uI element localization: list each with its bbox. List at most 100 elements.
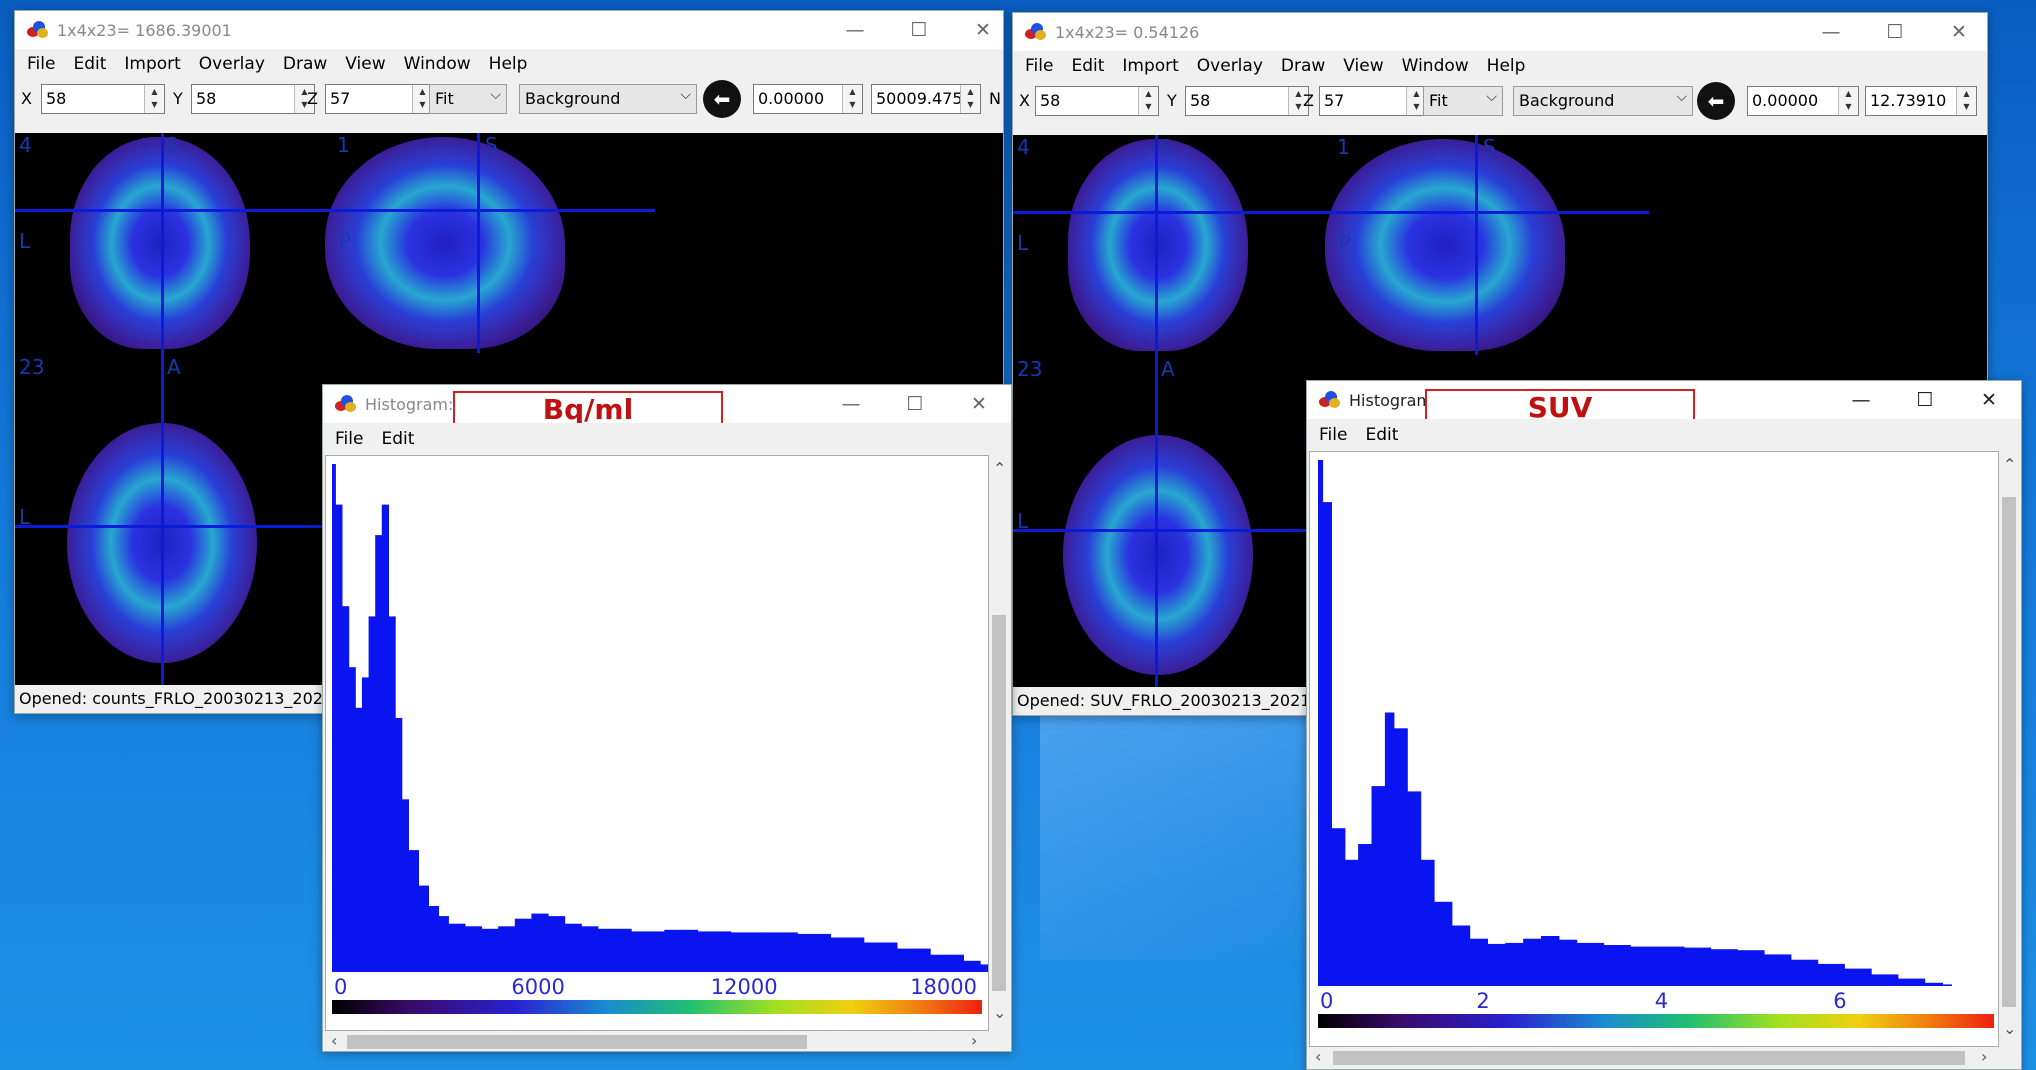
histogram-bar xyxy=(1407,791,1422,986)
menu-view[interactable]: View xyxy=(1343,56,1384,76)
maximize-icon[interactable]: ☐ xyxy=(910,19,928,41)
menu-file[interactable]: File xyxy=(1319,425,1348,445)
zoom-select[interactable]: Fit ⌵ xyxy=(1423,86,1503,116)
max-intensity-input[interactable]: 12.73910 ▲ ▼ xyxy=(1865,86,1977,116)
title-bar[interactable]: 1x4x23= 1686.39001 — ☐ ✕ xyxy=(15,11,1003,49)
app-logo-icon xyxy=(27,21,49,39)
vertical-scrollbar[interactable]: ⌃ ⌄ xyxy=(1999,451,2019,1047)
window-title: 1x4x23= 0.54126 xyxy=(1055,22,1200,42)
histogram-bar xyxy=(1322,502,1332,986)
histogram-bar xyxy=(1576,942,1605,986)
scroll-thumb[interactable] xyxy=(347,1035,807,1049)
histogram-bar xyxy=(1541,936,1560,986)
sagittal-slice xyxy=(1325,139,1565,351)
menu-edit[interactable]: Edit xyxy=(73,54,107,74)
histogram-svg: 0 6000 12000 18000 xyxy=(332,464,988,1014)
orient-label: 4 xyxy=(19,133,32,157)
menu-draw[interactable]: Draw xyxy=(282,54,328,74)
menu-overlay[interactable]: Overlay xyxy=(198,54,265,74)
histogram-bar xyxy=(863,942,898,972)
x-input[interactable]: 58 ▲ ▼ xyxy=(1035,86,1159,116)
histogram-bar xyxy=(730,932,765,972)
menu-file[interactable]: File xyxy=(27,54,56,74)
minimize-icon[interactable]: — xyxy=(841,393,861,415)
layer-select[interactable]: Background ⌵ xyxy=(519,84,697,114)
menu-file[interactable]: File xyxy=(335,429,364,449)
menu-import[interactable]: Import xyxy=(1122,56,1179,76)
zoom-select[interactable]: Fit ⌵ xyxy=(429,84,507,114)
app-logo-icon xyxy=(1025,23,1047,41)
scroll-left-icon[interactable]: ‹ xyxy=(1315,1047,1322,1066)
scroll-down-icon[interactable]: ⌄ xyxy=(2003,1019,2017,1038)
scroll-up-icon[interactable]: ⌃ xyxy=(993,459,1007,478)
title-bar[interactable]: 1x4x23= 0.54126 — ☐ ✕ xyxy=(1013,13,1987,51)
menu-help[interactable]: Help xyxy=(488,54,528,74)
z-input[interactable]: 57 ▲ ▼ xyxy=(325,84,433,114)
histogram-bar xyxy=(1630,946,1658,986)
histogram-bar xyxy=(1737,950,1765,986)
minimize-icon[interactable]: — xyxy=(845,19,865,41)
back-arrow-icon[interactable]: ⬅ xyxy=(703,80,741,118)
back-arrow-icon[interactable]: ⬅ xyxy=(1697,82,1735,120)
menu-edit[interactable]: Edit xyxy=(1365,425,1399,445)
colorbar xyxy=(1318,1014,1994,1028)
histogram-bars xyxy=(1318,460,1952,986)
horizontal-scrollbar[interactable]: ‹ › xyxy=(325,1031,989,1051)
close-icon[interactable]: ✕ xyxy=(1981,389,1997,411)
window-title: Histogram xyxy=(1349,390,1432,410)
orient-label: 4 xyxy=(1017,135,1030,159)
x-tick-label: 0 xyxy=(334,975,347,999)
scroll-right-icon[interactable]: › xyxy=(1981,1047,1988,1066)
maximize-icon[interactable]: ☐ xyxy=(1916,389,1934,411)
menu-view[interactable]: View xyxy=(345,54,386,74)
histogram-bar xyxy=(401,799,409,972)
min-intensity-input[interactable]: 0.00000 ▲ ▼ xyxy=(1747,86,1859,116)
maximize-icon[interactable]: ☐ xyxy=(1886,21,1904,43)
layer-select[interactable]: Background ⌵ xyxy=(1513,86,1693,116)
close-icon[interactable]: ✕ xyxy=(975,19,991,41)
minimize-icon[interactable]: — xyxy=(1851,389,1871,411)
histogram-bar xyxy=(1764,954,1792,986)
menu-draw[interactable]: Draw xyxy=(1280,56,1326,76)
x-tick-label: 0 xyxy=(1320,989,1333,1013)
histogram-window-bqml[interactable]: Histogram: c — ☐ ✕ Bq/ml File Edit 0 6000 1… xyxy=(322,384,1012,1052)
histogram-bar xyxy=(1790,959,1819,986)
menu-edit[interactable]: Edit xyxy=(381,429,415,449)
y-input[interactable]: 58 ▲ ▼ xyxy=(191,84,315,114)
scroll-thumb[interactable] xyxy=(2002,497,2016,1007)
histogram-bar xyxy=(1451,925,1471,986)
y-input[interactable]: 58 ▲ ▼ xyxy=(1185,86,1309,116)
orient-label: S xyxy=(1483,135,1496,159)
menu-file[interactable]: File xyxy=(1025,56,1054,76)
menu-import[interactable]: Import xyxy=(124,54,181,74)
histogram-bar xyxy=(564,923,582,972)
histogram-bar xyxy=(1523,938,1542,986)
scroll-thumb[interactable] xyxy=(1333,1051,1965,1065)
histogram-bar xyxy=(614,928,632,972)
horizontal-scrollbar[interactable]: ‹ › xyxy=(1309,1047,1999,1069)
z-input[interactable]: 57 ▲ ▼ xyxy=(1319,86,1427,116)
histogram-bar xyxy=(531,913,549,972)
scroll-right-icon[interactable]: › xyxy=(971,1031,978,1050)
menu-overlay[interactable]: Overlay xyxy=(1196,56,1263,76)
menu-window[interactable]: Window xyxy=(1401,56,1469,76)
max-intensity-input[interactable]: 50009.4755 ▲ ▼ xyxy=(871,84,981,114)
scroll-down-icon[interactable]: ⌄ xyxy=(993,1003,1007,1022)
minimize-icon[interactable]: — xyxy=(1821,21,1841,43)
histogram-bar xyxy=(664,929,682,972)
min-intensity-input[interactable]: 0.00000 ▲ ▼ xyxy=(753,84,863,114)
menu-window[interactable]: Window xyxy=(403,54,471,74)
orient-label: P xyxy=(1339,231,1352,255)
crosshair-horizontal xyxy=(15,209,655,212)
menu-help[interactable]: Help xyxy=(1486,56,1526,76)
maximize-icon[interactable]: ☐ xyxy=(906,393,924,415)
close-icon[interactable]: ✕ xyxy=(1951,21,1967,43)
scroll-left-icon[interactable]: ‹ xyxy=(331,1031,338,1050)
x-input[interactable]: 58 ▲ ▼ xyxy=(41,84,165,114)
scroll-thumb[interactable] xyxy=(992,615,1006,991)
menu-edit[interactable]: Edit xyxy=(1071,56,1105,76)
scroll-up-icon[interactable]: ⌃ xyxy=(2003,455,2017,474)
close-icon[interactable]: ✕ xyxy=(971,393,987,415)
vertical-scrollbar[interactable]: ⌃ ⌄ xyxy=(989,455,1009,1031)
